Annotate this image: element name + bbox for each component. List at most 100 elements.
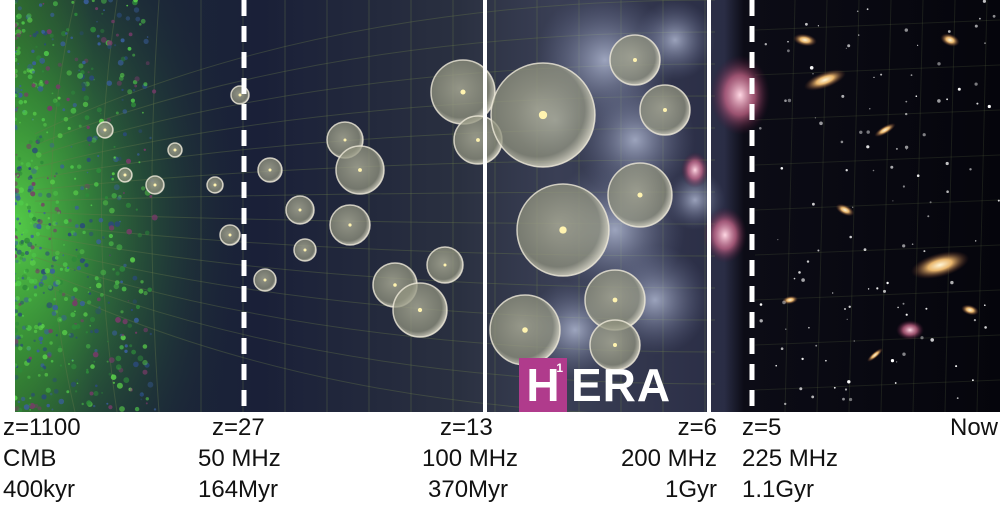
- cmb-speck: [134, 406, 140, 412]
- cmb-speck: [113, 145, 116, 148]
- cmb-speck: [74, 177, 77, 180]
- star: [923, 250, 926, 253]
- cmb-speck: [142, 359, 148, 366]
- cmb-speck: [16, 106, 19, 109]
- cmb-speck: [138, 288, 144, 294]
- cmb-speck: [114, 44, 117, 47]
- star: [927, 215, 930, 218]
- cmb-speck: [15, 49, 21, 56]
- cmb-speck: [44, 43, 47, 46]
- cmb-speck: [15, 57, 18, 62]
- cmb-speck: [15, 168, 21, 175]
- epoch-frequency: CMB: [3, 445, 57, 472]
- star: [895, 361, 898, 363]
- cmb-speck: [116, 80, 122, 86]
- cmb-speck: [114, 221, 121, 228]
- cmb-speck: [137, 355, 144, 362]
- cmb-speck: [49, 142, 55, 148]
- cmb-speck: [94, 182, 99, 187]
- cmb-speck: [60, 317, 63, 320]
- epoch-cmb: z=1100 CMB 400kyr: [3, 412, 173, 505]
- cmb-speck: [84, 263, 89, 268]
- cmb-speck: [133, 7, 140, 13]
- star: [814, 117, 816, 119]
- cmb-speck: [89, 391, 94, 396]
- bubble-core: [538, 110, 548, 120]
- cmb-speck: [17, 277, 20, 280]
- cmb-speck: [86, 368, 89, 372]
- cmb-speck: [18, 200, 24, 206]
- cmb-speck: [29, 34, 32, 37]
- star: [920, 336, 924, 340]
- cmb-speck: [45, 387, 51, 393]
- cmb-speck: [20, 162, 24, 165]
- cmb-speck: [26, 68, 32, 73]
- cmb-speck: [139, 392, 144, 397]
- cmb-speck: [90, 67, 94, 71]
- grid-line: [944, 0, 956, 412]
- cmb-speck: [151, 214, 158, 221]
- cmb-speck: [32, 216, 37, 222]
- cmb-speck: [59, 318, 62, 322]
- cmb-speck: [108, 225, 115, 231]
- cmb-speck: [112, 381, 115, 384]
- cmb-speck: [20, 217, 23, 220]
- cmb-speck: [128, 32, 133, 37]
- star: [969, 168, 972, 171]
- bubble-core: [343, 138, 347, 142]
- cmb-speck: [84, 81, 90, 87]
- cmb-speck: [145, 61, 150, 66]
- cmb-speck: [133, 361, 139, 368]
- cmb-speck: [93, 391, 99, 396]
- star: [984, 42, 986, 45]
- cmb-speck: [127, 300, 130, 302]
- cmb-speck: [70, 381, 77, 387]
- cmb-speck: [15, 30, 17, 33]
- star: [801, 278, 805, 282]
- star: [902, 352, 906, 356]
- cmb-speck: [70, 145, 73, 148]
- cmb-speck: [22, 231, 25, 234]
- star: [975, 240, 977, 242]
- cmb-speck: [18, 312, 22, 317]
- cmb-speck: [93, 404, 96, 408]
- cmb-speck: [71, 256, 77, 262]
- galaxy: [940, 33, 960, 47]
- cmb-speck: [38, 3, 43, 7]
- cmb-speck: [81, 402, 84, 406]
- galaxy: [896, 320, 924, 340]
- cmb-speck: [15, 223, 17, 227]
- cmb-speck: [119, 220, 121, 223]
- cmb-speck: [137, 153, 140, 156]
- epoch-redshift: Now: [949, 414, 998, 441]
- star: [784, 99, 787, 102]
- cmb-speck: [104, 196, 108, 200]
- star: [808, 326, 810, 329]
- cmb-speck: [33, 285, 38, 289]
- cmb-speck: [88, 292, 92, 295]
- cmb-speck: [131, 349, 136, 355]
- cmb-speck: [85, 193, 90, 198]
- cmb-speck: [70, 36, 73, 40]
- cmb-speck: [90, 330, 94, 334]
- cmb-speck: [75, 248, 78, 251]
- cmb-speck: [119, 266, 126, 272]
- cmb-speck: [44, 268, 50, 274]
- star: [873, 76, 875, 78]
- cmb-speck: [47, 351, 52, 357]
- cmb-speck: [113, 156, 116, 159]
- cmb-speck: [52, 221, 58, 227]
- cmb-speck: [67, 232, 72, 237]
- cmb-speck: [102, 236, 105, 239]
- cmb-speck: [20, 396, 26, 402]
- star: [866, 8, 869, 11]
- cmb-speck: [109, 254, 111, 257]
- cmb-speck: [144, 230, 150, 236]
- cmb-speck: [114, 158, 117, 161]
- cmb-speck: [120, 280, 123, 284]
- star: [929, 201, 932, 204]
- cmb-speck: [15, 23, 18, 28]
- cmb-speck: [66, 266, 70, 269]
- cmb-speck: [46, 29, 52, 35]
- cmb-speck: [95, 384, 98, 388]
